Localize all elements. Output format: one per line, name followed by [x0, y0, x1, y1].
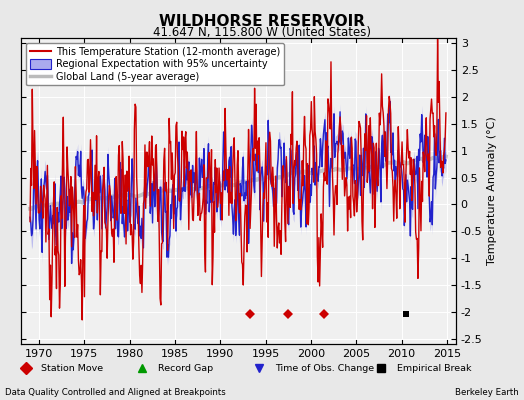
Legend: This Temperature Station (12-month average), Regional Expectation with 95% uncer: This Temperature Station (12-month avera… [26, 43, 284, 86]
Text: Berkeley Earth: Berkeley Earth [455, 388, 519, 397]
Y-axis label: Temperature Anomaly (°C): Temperature Anomaly (°C) [487, 117, 497, 265]
Text: Station Move: Station Move [41, 364, 103, 373]
Text: Record Gap: Record Gap [158, 364, 213, 373]
Text: WILDHORSE RESERVOIR: WILDHORSE RESERVOIR [159, 14, 365, 29]
Text: Time of Obs. Change: Time of Obs. Change [275, 364, 374, 373]
Text: Data Quality Controlled and Aligned at Breakpoints: Data Quality Controlled and Aligned at B… [5, 388, 226, 397]
Text: 41.647 N, 115.800 W (United States): 41.647 N, 115.800 W (United States) [153, 26, 371, 39]
Text: Empirical Break: Empirical Break [397, 364, 471, 373]
